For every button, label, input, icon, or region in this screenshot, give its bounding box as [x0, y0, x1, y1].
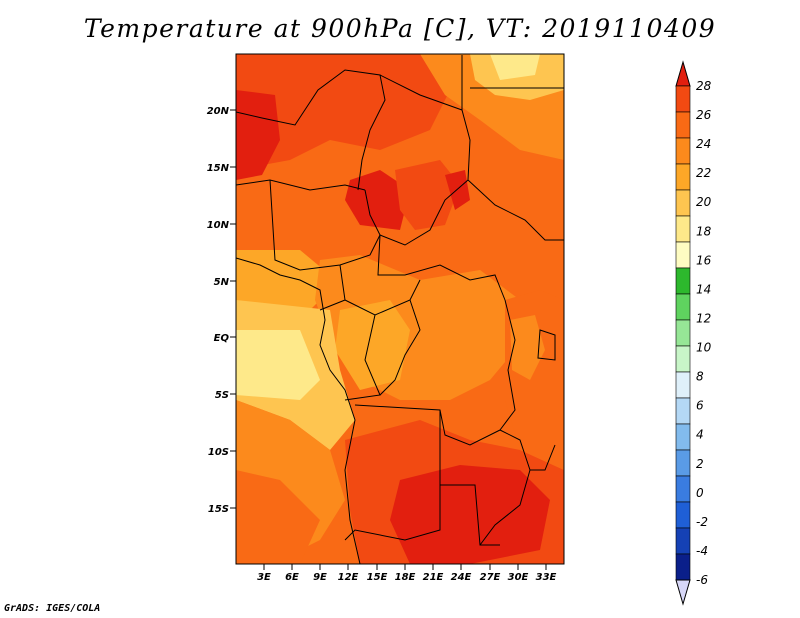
lon-label: 24E	[451, 572, 472, 583]
plot-frame	[235, 53, 565, 565]
lat-axis: 20N 15N 10N 5N EQ 5S 10S 15S	[207, 106, 236, 515]
lat-label: 5N	[214, 277, 230, 288]
colorbar-segment	[675, 267, 691, 295]
colorbar-label: 4	[696, 428, 704, 442]
colorbar-label: 18	[696, 224, 712, 238]
lat-label: 10N	[207, 220, 230, 231]
country-borders	[236, 55, 564, 564]
colorbar-label: 24	[696, 137, 711, 151]
colorbar-bottom-arrow	[675, 579, 691, 606]
lon-label: 27E	[480, 572, 501, 583]
map-title: Temperature at 900hPa [C], VT: 201911040…	[83, 14, 717, 43]
colorbar-segment	[675, 345, 691, 373]
colorbar-label: 16	[696, 253, 712, 267]
colorbar-segment	[675, 293, 691, 321]
lat-label: 15N	[207, 163, 230, 174]
colorbar-segment	[675, 371, 691, 399]
colorbar-segment	[675, 189, 691, 217]
lon-label: 33E	[536, 572, 557, 583]
colorbar-segment	[675, 319, 691, 347]
colorbar-label: 28	[696, 79, 712, 93]
colorbar-segment	[675, 553, 691, 581]
colorbar-label: 12	[696, 311, 711, 325]
lon-axis: 3E 6E 9E 12E 15E 18E 21E 24E 27E 30E 33E	[257, 564, 557, 583]
colorbar-segment	[675, 241, 691, 269]
colorbar-label: 20	[696, 195, 712, 209]
lat-label: 5S	[215, 390, 229, 401]
colorbar-segment	[675, 449, 691, 477]
lon-label: 6E	[285, 572, 299, 583]
colorbar-label: 8	[696, 370, 704, 384]
lon-label: 21E	[423, 572, 444, 583]
colorbar-label: 26	[696, 108, 712, 122]
lat-label: EQ	[214, 333, 230, 344]
lon-label: 30E	[508, 572, 529, 583]
colorbar-segment	[675, 475, 691, 503]
colorbar-segment	[675, 111, 691, 139]
lon-label: 18E	[395, 572, 416, 583]
lon-label: 12E	[338, 572, 359, 583]
colorbar-segment	[675, 501, 691, 529]
temperature-field	[236, 54, 564, 564]
colorbar-label: 0	[696, 486, 704, 500]
lat-label: 10S	[208, 447, 229, 458]
grads-credit: GrADS: IGES/COLA	[4, 603, 101, 614]
colorbar-label: 14	[696, 282, 711, 296]
colorbar-label: -6	[696, 573, 708, 587]
colorbar-label: 10	[696, 341, 712, 355]
colorbar-segment	[675, 527, 691, 555]
colorbar-segment	[675, 397, 691, 425]
lon-label: 3E	[257, 572, 271, 583]
colorbar-segment	[675, 163, 691, 191]
lon-label: 15E	[367, 572, 388, 583]
colorbar-segment	[675, 85, 691, 113]
colorbar-segment	[675, 215, 691, 243]
lat-label: 15S	[208, 504, 229, 515]
lat-label: 20N	[207, 106, 230, 117]
colorbar-label: 2	[696, 457, 704, 471]
colorbar-segment	[675, 423, 691, 451]
colorbar-label: 6	[696, 399, 704, 413]
colorbar-segment	[675, 137, 691, 165]
colorbar-top-arrow	[675, 60, 691, 87]
colorbar-label: 22	[696, 166, 711, 180]
colorbar-label: -4	[696, 544, 708, 558]
colorbar-label: -2	[696, 515, 708, 529]
lon-label: 9E	[313, 572, 327, 583]
